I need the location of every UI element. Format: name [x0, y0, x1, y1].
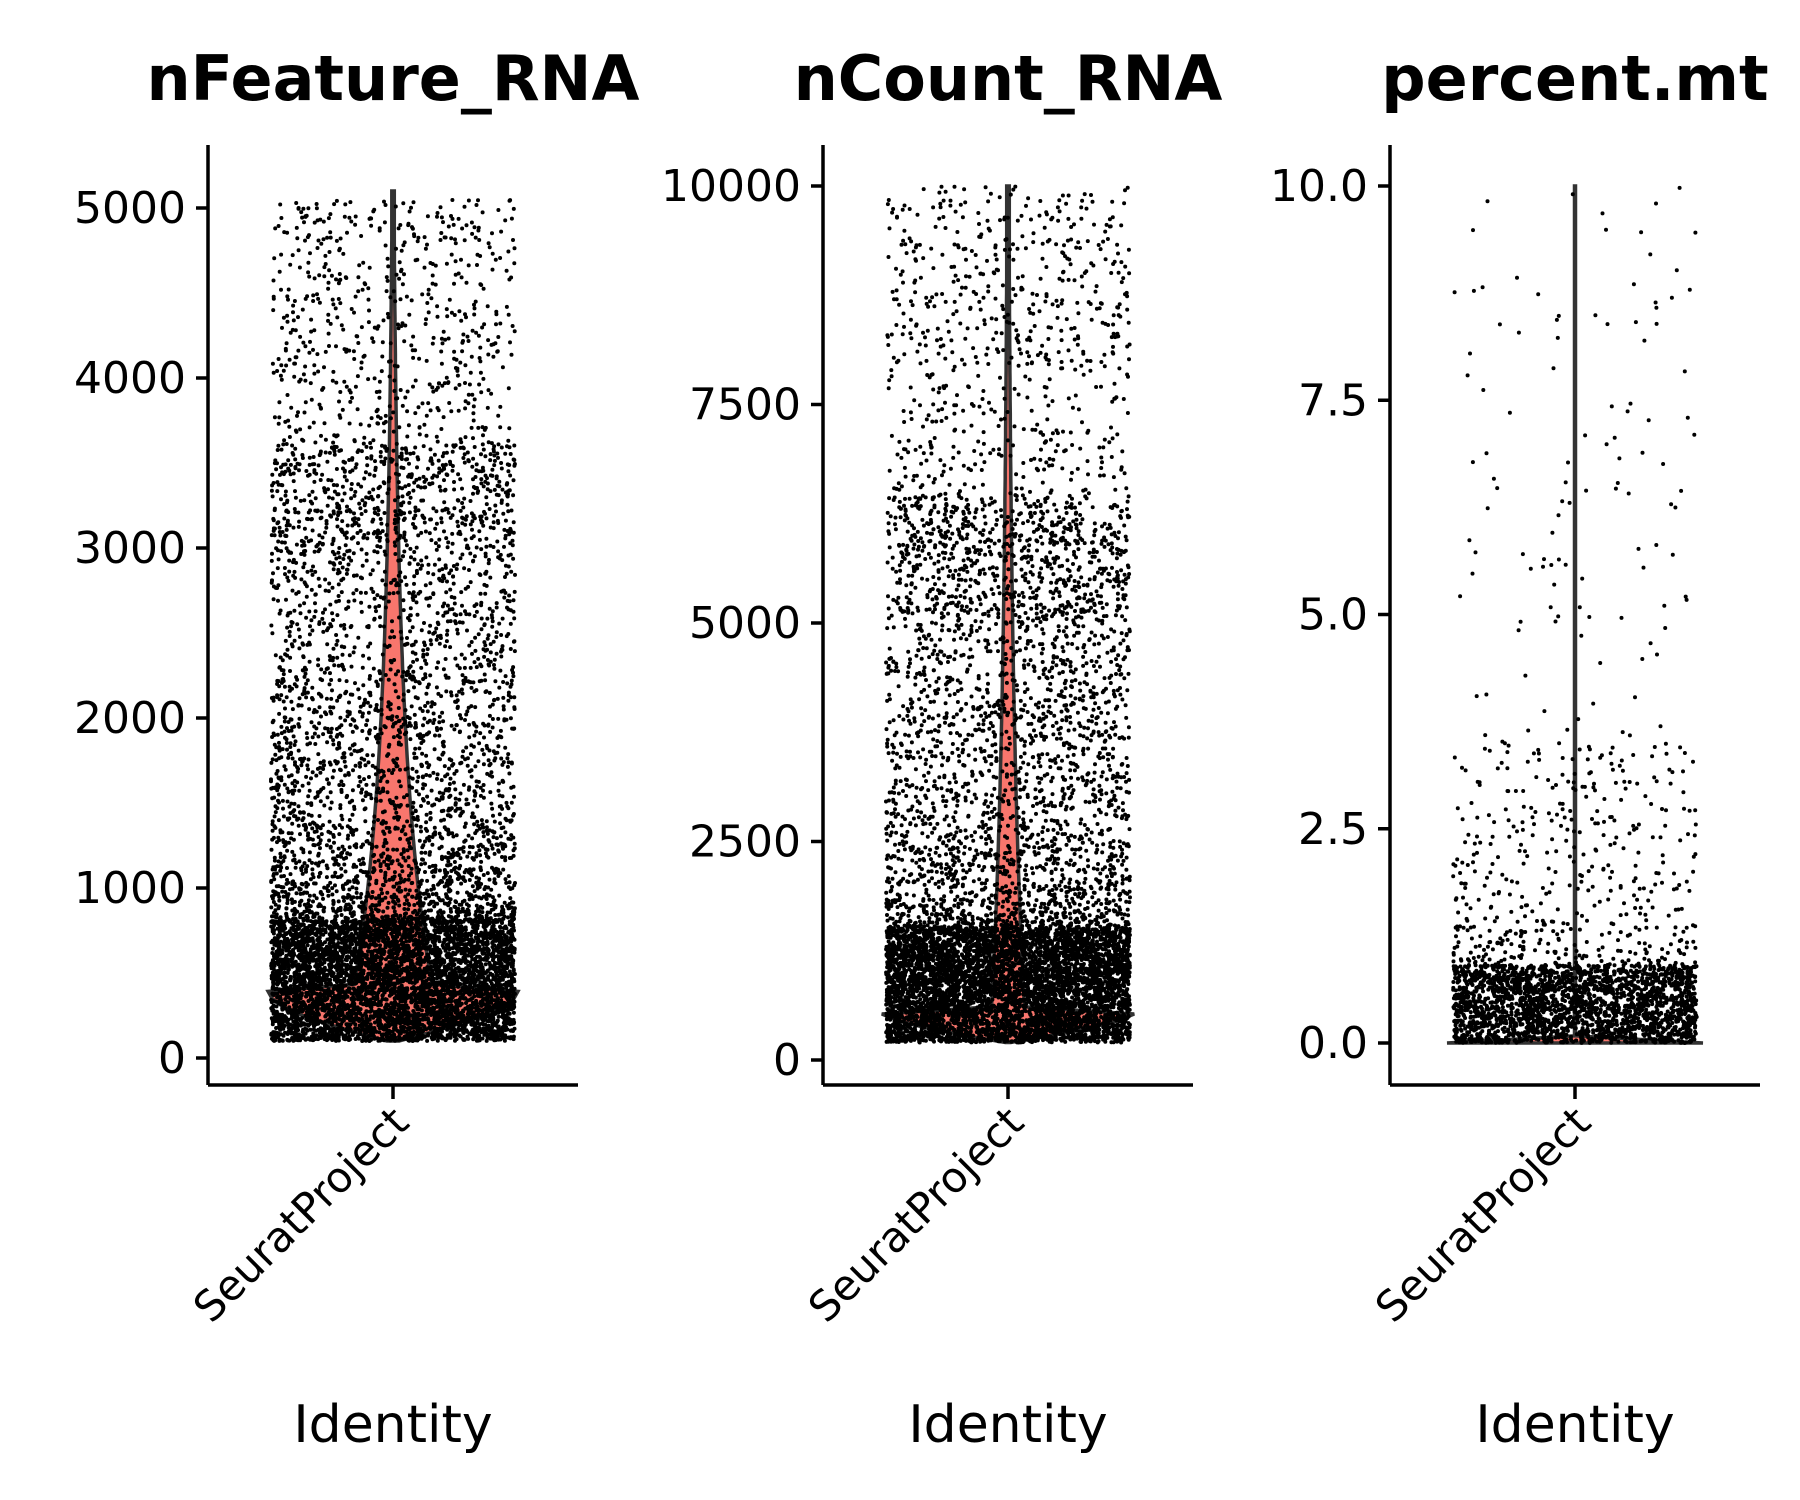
violin-body: [881, 184, 1135, 1045]
y-tick-label: 7.5: [1298, 375, 1368, 426]
y-tick-label: 0: [158, 1033, 186, 1084]
jitter-points: [1451, 185, 1699, 1045]
y-tick-label: 10.0: [1270, 161, 1368, 212]
panel-title: nFeature_RNA: [147, 42, 640, 115]
y-tick-label: 2000: [74, 693, 186, 744]
panel-2: nCount_RNA 0 2500 5000 7500 10000 SeuratProjec…: [661, 42, 1222, 1455]
panel-title: percent.mt: [1381, 42, 1768, 115]
y-tick-label: 0: [773, 1035, 801, 1086]
x-category-label: SeuratProject: [1366, 1097, 1600, 1331]
y-tick-label: 5000: [689, 598, 801, 649]
panel-1: nFeature_RNA 0 1000 2000 3000 4000 5000 SeuratP…: [74, 42, 639, 1455]
x-axis-title: Identity: [908, 1395, 1107, 1455]
y-tick-label: 5000: [74, 183, 186, 234]
x-category-label: SeuratProject: [799, 1097, 1033, 1331]
violin-body: [265, 189, 521, 1043]
x-category-label: SeuratProject: [184, 1097, 418, 1331]
y-tick-label: 5.0: [1298, 590, 1368, 641]
jitter-points: [269, 198, 517, 1043]
y-tick-label: 1000: [74, 863, 186, 914]
jitter-points: [884, 184, 1132, 1045]
y-tick-label: 7500: [689, 380, 801, 431]
y-tick-label: 2.5: [1298, 804, 1368, 855]
y-tick-label: 10000: [661, 161, 801, 212]
y-tick-label: 4000: [74, 353, 186, 404]
y-tick-label: 0.0: [1298, 1018, 1368, 1069]
y-tick-label: 2500: [689, 817, 801, 868]
panel-title: nCount_RNA: [794, 42, 1223, 115]
panel-3: percent.mt 0.0 2.5 5.0 7.5 10.0 SeuratProject I…: [1270, 42, 1769, 1455]
x-axis-title: Identity: [293, 1395, 492, 1455]
y-tick-label: 3000: [74, 523, 186, 574]
violin-body: [1446, 184, 1704, 1045]
x-axis-title: Identity: [1475, 1395, 1674, 1455]
